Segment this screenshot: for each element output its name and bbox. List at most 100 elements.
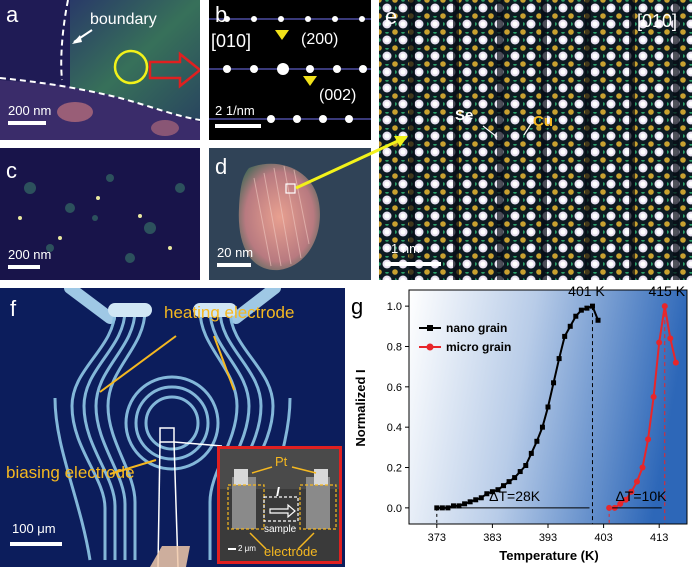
panel-d-image — [209, 148, 371, 280]
delta-label-nano: ΔT=28K — [489, 488, 541, 504]
panel-c-scale-label: 200 nm — [8, 247, 52, 262]
current-label: I — [276, 484, 280, 499]
data-point-micro — [633, 478, 640, 485]
panel-b-zone-axis: [010] — [211, 31, 252, 51]
panel-b-scale-bar — [215, 124, 261, 128]
heating-electrode-label: heating electrode — [164, 303, 295, 322]
panel-c: c 200 nm — [0, 148, 200, 280]
boundary-label: boundary — [90, 11, 157, 28]
y-tick-label: 1.0 — [387, 301, 402, 313]
data-point-nano — [450, 503, 456, 509]
legend-marker — [426, 343, 434, 351]
panel-g: 0.0 0.2 0.4 0.6 0.8 1.0 373 383 393 403 413 nano g… — [345, 284, 692, 567]
data-point-nano — [573, 313, 579, 319]
biasing-electrode-label: biasing electrode — [6, 463, 135, 482]
data-point-nano — [489, 489, 495, 495]
data-point-nano — [595, 317, 601, 323]
panel-b: b [010] (200) (002) 2 1/nm — [209, 0, 371, 140]
spot-200-label: (200) — [301, 31, 339, 48]
data-point-nano — [501, 483, 507, 489]
data-point-micro — [656, 339, 663, 346]
data-point-micro — [628, 488, 635, 495]
panel-g-label: g — [351, 294, 363, 319]
data-point-nano — [562, 333, 568, 339]
data-point-nano — [434, 505, 440, 511]
data-point-micro — [672, 359, 679, 366]
panel-a: a boundary 200 nm — [0, 0, 200, 140]
panel-f-label: f — [10, 296, 17, 321]
x-tick-label: 413 — [650, 532, 668, 544]
data-point-micro — [645, 436, 652, 443]
data-point-nano — [456, 503, 462, 509]
data-point-nano — [551, 380, 557, 386]
data-point-nano — [462, 501, 468, 507]
diffraction-pattern — [209, 16, 371, 123]
y-tick-label: 0.4 — [387, 422, 402, 434]
data-point-nano — [534, 438, 540, 444]
panel-e: e [010] Se Cu 1 nm — [379, 0, 692, 280]
data-point-nano — [495, 487, 501, 493]
delta-label-micro: ΔT=10K — [615, 488, 667, 504]
y-axis-title: Normalized I — [353, 369, 368, 446]
x-axis-title: Temperature (K) — [499, 548, 598, 563]
panel-d-scale-label: 20 nm — [217, 245, 254, 260]
y-tick-label: 0.6 — [387, 382, 402, 394]
panel-b-scale-label: 2 1/nm — [215, 103, 255, 118]
legend-label: micro grain — [446, 340, 511, 354]
data-point-nano — [484, 491, 490, 497]
panel-a-label: a — [6, 2, 19, 27]
y-tick-label: 0.8 — [387, 341, 402, 353]
data-point-nano — [528, 450, 534, 456]
inset-scale-label: 2 μm — [238, 544, 256, 553]
panel-f-scale-bar — [10, 542, 62, 546]
pt-label: Pt — [275, 454, 288, 469]
plot-frame — [408, 289, 688, 525]
atom-pointer-arrows — [482, 123, 532, 138]
peak-label-nano: 401 K — [568, 284, 605, 299]
inset-image — [220, 449, 339, 561]
cu-atom-label: Cu — [533, 113, 553, 130]
x-tick-label: 373 — [428, 532, 446, 544]
panel-d-scale-bar — [217, 263, 251, 267]
data-point-nano — [545, 404, 551, 410]
panel-c-label: c — [6, 158, 17, 183]
sample-inset: Pt I sample electrode 2 μm — [217, 446, 342, 564]
normalized-intensity-chart: 0.0 0.2 0.4 0.6 0.8 1.0 373 383 393 403 413 nano g… — [351, 284, 688, 563]
x-tick-label: 393 — [539, 532, 557, 544]
data-point-nano — [517, 469, 523, 475]
panel-c-image — [0, 148, 200, 280]
electrode-label: electrode — [264, 544, 318, 559]
panel-a-image — [0, 0, 200, 140]
data-point-micro — [606, 504, 613, 511]
data-point-micro — [667, 335, 674, 342]
panel-d: d 20 nm — [209, 148, 371, 280]
data-point-nano — [478, 495, 484, 501]
data-point-micro — [639, 464, 646, 471]
panel-a-scale-bar — [8, 121, 46, 125]
spot-002-label: (002) — [319, 87, 357, 104]
panel-f-scale-label: 100 μm — [12, 521, 56, 536]
data-point-micro — [650, 393, 657, 400]
legend-marker — [427, 325, 433, 331]
panel-d-label: d — [215, 154, 228, 179]
data-point-nano — [584, 305, 590, 311]
data-point-nano — [556, 356, 562, 362]
data-point-nano — [567, 323, 573, 329]
x-tick-label: 383 — [483, 532, 501, 544]
data-point-nano — [539, 424, 545, 430]
x-tick-label: 403 — [594, 532, 612, 544]
panel-f: f heating electrode biasing electrode 10… — [0, 288, 345, 567]
panel-a-scale-label: 200 nm — [8, 103, 52, 118]
data-point-nano — [506, 479, 512, 485]
data-point-nano — [473, 497, 479, 503]
data-point-nano — [467, 499, 473, 505]
panel-c-scale-bar — [8, 265, 40, 269]
panel-b-label: b — [215, 2, 228, 27]
sample-label: sample — [264, 524, 297, 535]
panel-e-label: e — [385, 4, 398, 29]
data-point-nano — [523, 463, 529, 468]
panel-e-zone-axis: [010] — [637, 11, 678, 31]
legend-label: nano grain — [446, 321, 507, 335]
peak-label-micro: 415 K — [648, 284, 685, 299]
panel-e-scale-bar — [387, 262, 441, 266]
